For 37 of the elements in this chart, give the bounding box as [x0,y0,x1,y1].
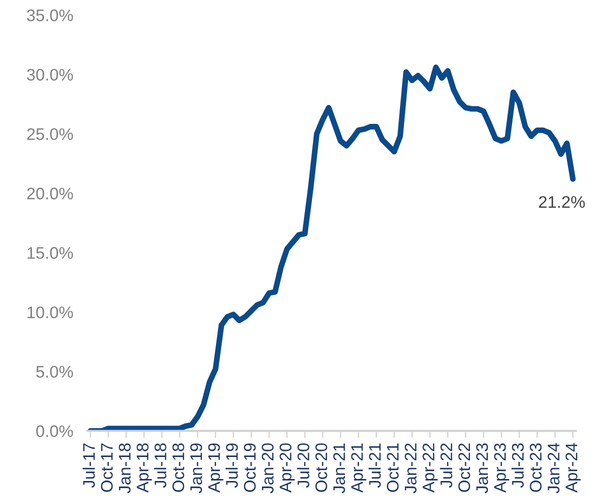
x-tick-label: Oct-23 [530,443,542,492]
x-tick-label: Jul-21 [368,443,381,488]
y-tick-label: 10.0% [28,306,73,318]
y-tick-label: 20.0% [27,188,73,200]
y-tick-label: 30.0% [26,68,73,81]
x-tick-label: Apr-24 [566,443,581,493]
x-tick-label: Jul-18 [154,443,166,488]
x-tick-label: Oct-21 [386,443,399,492]
x-tick-label: Jul-23 [512,443,524,488]
x-tick-label: Jul-17 [82,444,95,488]
x-tick-label: Jul-22 [440,444,452,488]
x-tick-label: Apr-20 [280,443,295,493]
x-tick-label: Oct-22 [458,444,470,492]
x-tick-label: Apr-19 [208,443,224,493]
x-tick-label: Apr-22 [422,444,438,493]
x-tick-label: Oct-18 [172,443,184,492]
x-tick-label: Jan-22 [404,444,417,494]
x-tick-label: Jan-20 [262,443,274,494]
y-tick-label: 5.0% [36,366,73,378]
x-tick-label: Apr-23 [494,443,510,493]
x-tick-label: Oct-19 [244,443,256,492]
x-tick-label: Jan-18 [118,443,131,494]
x-tick-label: Jan-21 [333,443,346,494]
x-tick-label: Jan-19 [190,443,202,494]
y-tick-label: 25.0% [27,128,73,140]
x-tick-label: Oct-20 [315,443,328,492]
x-tick-label: Jul-20 [297,443,310,488]
x-tick-label: Jul-19 [226,443,238,488]
x-tick-label: Jan-23 [476,443,488,494]
y-tick-label: 15.0% [28,247,73,259]
x-tick-label: Jan-24 [548,443,560,494]
x-tick-label: Apr-18 [136,443,152,493]
data-label: 21.2% [538,196,585,208]
x-tick-label: Oct-17 [100,444,113,492]
y-tick-label: 0.0% [36,425,73,438]
x-tick-label: Apr-21 [351,443,366,493]
y-tick-label: 35.0% [26,9,73,22]
